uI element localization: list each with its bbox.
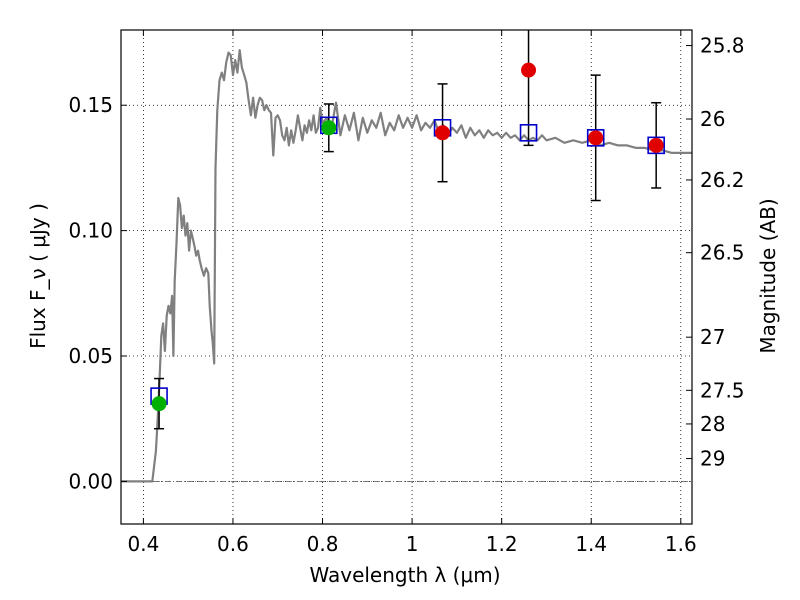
tick-labels: 0.4 0.6 0.8 1 1.2 1.4 1.6 0.00 0.05 0.10 0.15 25.8 2… bbox=[68, 34, 744, 556]
model-photometry-box bbox=[647, 136, 665, 155]
x-tick-label: 1.4 bbox=[575, 532, 607, 556]
observed-point bbox=[588, 130, 604, 146]
x-tick-label: 0.6 bbox=[217, 532, 249, 556]
spectrum-line bbox=[121, 49, 692, 483]
x-tick-label: 1.6 bbox=[665, 532, 697, 556]
y2-axis-label: Magnitude (AB) bbox=[756, 198, 780, 353]
model-spectrum bbox=[121, 49, 692, 483]
y-tick-label: 0.05 bbox=[68, 344, 113, 368]
y-axis-label: Flux F_ν ( μJy ) bbox=[26, 203, 50, 349]
observed-point bbox=[648, 137, 664, 153]
errorbars bbox=[154, 30, 662, 430]
observed-points bbox=[151, 62, 664, 412]
y2-tick-label: 27 bbox=[700, 325, 725, 349]
observed-point bbox=[435, 125, 451, 141]
observed-point bbox=[521, 62, 537, 78]
y2-tick-label: 26 bbox=[700, 107, 725, 131]
y2-tick-label: 26.2 bbox=[700, 168, 745, 192]
y-tick-label: 0.00 bbox=[68, 469, 113, 493]
y2-tick-label: 29 bbox=[700, 447, 725, 471]
model-photometry-box bbox=[586, 129, 605, 147]
model-photometry-box bbox=[519, 124, 538, 142]
observed-point bbox=[321, 120, 337, 136]
y2-tick-label: 27.5 bbox=[700, 378, 745, 402]
axis-ticks bbox=[121, 30, 692, 524]
y2-tick-label: 28 bbox=[700, 412, 725, 436]
y2-tick-label: 26.5 bbox=[700, 241, 745, 265]
model-photometry-boxes bbox=[150, 116, 665, 405]
x-tick-label: 0.4 bbox=[127, 532, 159, 556]
y2-tick-label: 25.8 bbox=[700, 34, 745, 58]
y-tick-label: 0.15 bbox=[68, 93, 113, 117]
plot-frame bbox=[120, 29, 693, 525]
plot-border bbox=[120, 29, 693, 525]
x-tick-label: 1 bbox=[406, 532, 419, 556]
y-tick-label: 0.10 bbox=[68, 219, 113, 243]
x-tick-label: 0.8 bbox=[307, 532, 339, 556]
observed-point bbox=[151, 396, 167, 412]
x-axis-label: Wavelength λ (μm) bbox=[309, 563, 500, 587]
grid bbox=[121, 30, 692, 524]
x-tick-label: 1.2 bbox=[486, 532, 518, 556]
